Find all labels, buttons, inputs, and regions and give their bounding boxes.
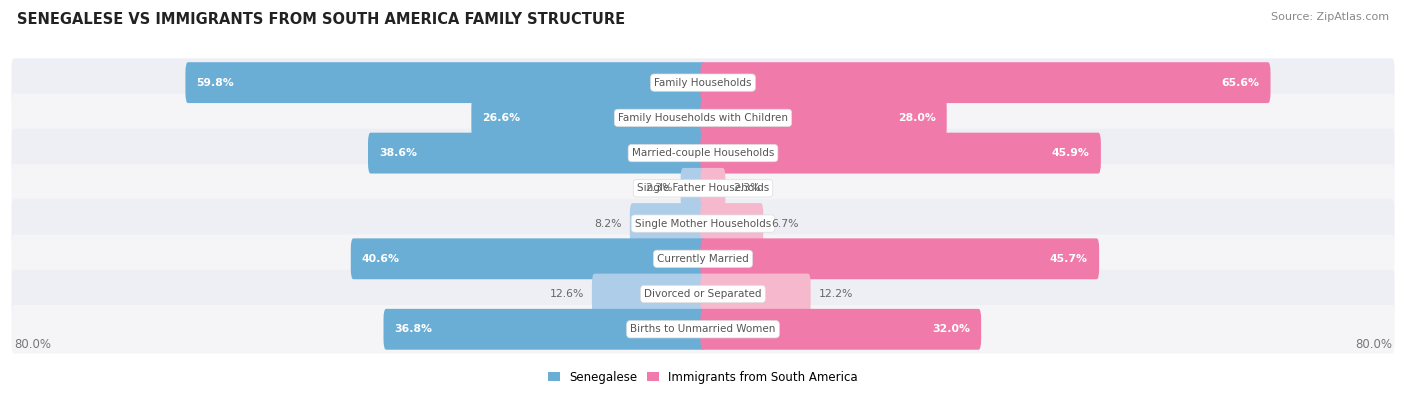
FancyBboxPatch shape	[11, 270, 1395, 318]
FancyBboxPatch shape	[700, 274, 811, 314]
FancyBboxPatch shape	[11, 58, 1395, 107]
Text: 8.2%: 8.2%	[595, 218, 621, 229]
FancyBboxPatch shape	[700, 309, 981, 350]
Text: Family Households: Family Households	[654, 78, 752, 88]
Text: 36.8%: 36.8%	[395, 324, 433, 334]
FancyBboxPatch shape	[11, 94, 1395, 142]
FancyBboxPatch shape	[681, 168, 706, 209]
Text: SENEGALESE VS IMMIGRANTS FROM SOUTH AMERICA FAMILY STRUCTURE: SENEGALESE VS IMMIGRANTS FROM SOUTH AMER…	[17, 12, 626, 27]
Text: 80.0%: 80.0%	[14, 338, 51, 351]
Text: Divorced or Separated: Divorced or Separated	[644, 289, 762, 299]
Text: 40.6%: 40.6%	[361, 254, 399, 264]
Text: 2.3%: 2.3%	[733, 183, 761, 193]
Text: 2.3%: 2.3%	[645, 183, 673, 193]
Text: Family Households with Children: Family Households with Children	[619, 113, 787, 123]
Text: 26.6%: 26.6%	[482, 113, 520, 123]
Text: 45.7%: 45.7%	[1050, 254, 1088, 264]
FancyBboxPatch shape	[384, 309, 706, 350]
FancyBboxPatch shape	[186, 62, 706, 103]
FancyBboxPatch shape	[700, 168, 725, 209]
Text: 59.8%: 59.8%	[197, 78, 235, 88]
FancyBboxPatch shape	[700, 203, 763, 244]
FancyBboxPatch shape	[11, 305, 1395, 354]
FancyBboxPatch shape	[471, 98, 706, 138]
FancyBboxPatch shape	[11, 164, 1395, 213]
FancyBboxPatch shape	[700, 98, 946, 138]
FancyBboxPatch shape	[11, 129, 1395, 177]
Text: 80.0%: 80.0%	[1355, 338, 1392, 351]
Text: 45.9%: 45.9%	[1052, 148, 1090, 158]
FancyBboxPatch shape	[350, 238, 706, 279]
FancyBboxPatch shape	[368, 133, 706, 173]
Text: 12.2%: 12.2%	[818, 289, 853, 299]
Text: 32.0%: 32.0%	[932, 324, 970, 334]
Text: Births to Unmarried Women: Births to Unmarried Women	[630, 324, 776, 334]
FancyBboxPatch shape	[700, 238, 1099, 279]
Text: Single Mother Households: Single Mother Households	[636, 218, 770, 229]
Text: 6.7%: 6.7%	[770, 218, 799, 229]
Text: Source: ZipAtlas.com: Source: ZipAtlas.com	[1271, 12, 1389, 22]
FancyBboxPatch shape	[11, 235, 1395, 283]
Text: 28.0%: 28.0%	[897, 113, 935, 123]
Text: Single Father Households: Single Father Households	[637, 183, 769, 193]
Legend: Senegalese, Immigrants from South America: Senegalese, Immigrants from South Americ…	[548, 371, 858, 384]
FancyBboxPatch shape	[592, 274, 706, 314]
Text: Married-couple Households: Married-couple Households	[631, 148, 775, 158]
FancyBboxPatch shape	[700, 133, 1101, 173]
Text: Currently Married: Currently Married	[657, 254, 749, 264]
Text: 65.6%: 65.6%	[1222, 78, 1260, 88]
Text: 12.6%: 12.6%	[550, 289, 583, 299]
FancyBboxPatch shape	[11, 199, 1395, 248]
FancyBboxPatch shape	[700, 62, 1271, 103]
FancyBboxPatch shape	[630, 203, 706, 244]
Text: 38.6%: 38.6%	[380, 148, 418, 158]
